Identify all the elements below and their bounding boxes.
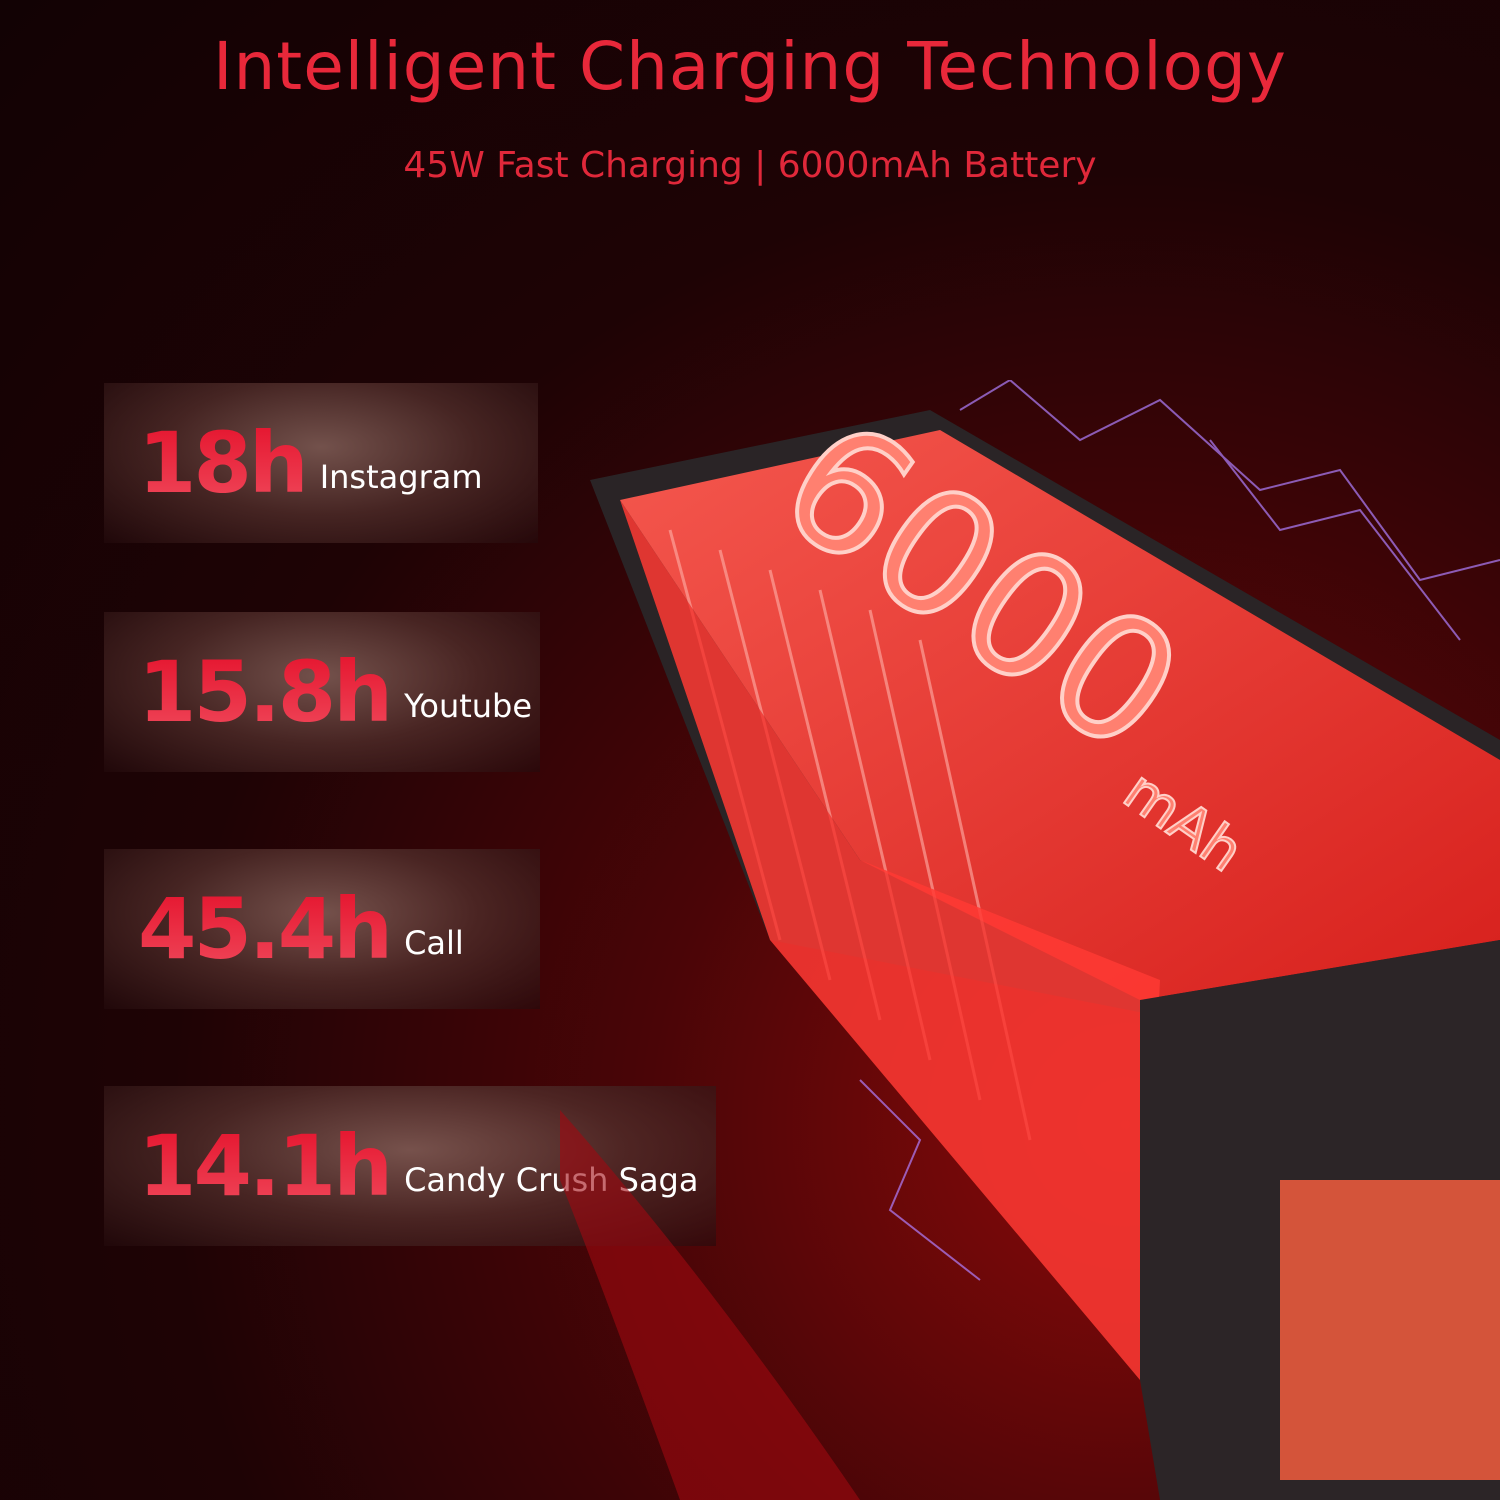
stat-value: 18h (138, 414, 309, 512)
page-title: Intelligent Charging Technology (213, 28, 1287, 105)
stat-value: 14.1h (138, 1117, 393, 1215)
battery-cells (620, 430, 1500, 1000)
stat-value: 45.4h (138, 880, 393, 978)
stat-label: Youtube (404, 687, 533, 725)
page-subtitle: 45W Fast Charging | 6000mAh Battery (403, 145, 1097, 186)
battery-core-glow (1280, 1180, 1500, 1480)
battery-illustration: 6000 mAh (560, 380, 1500, 1500)
lightning-effect (859, 380, 1500, 1281)
stat-card-youtube: 15.8h Youtube (104, 612, 540, 772)
stat-label: Instagram (319, 458, 483, 496)
stat-label: Call (404, 924, 464, 962)
stat-card-candy-crush: 14.1h Candy Crush Saga (104, 1086, 716, 1246)
stat-value: 15.8h (138, 643, 393, 741)
battery-side (620, 500, 1160, 1380)
stat-card-instagram: 18h Instagram (104, 383, 538, 543)
stat-card-call: 45.4h Call (104, 849, 540, 1009)
red-glow-curve (560, 1110, 860, 1500)
stat-label: Candy Crush Saga (404, 1161, 699, 1199)
